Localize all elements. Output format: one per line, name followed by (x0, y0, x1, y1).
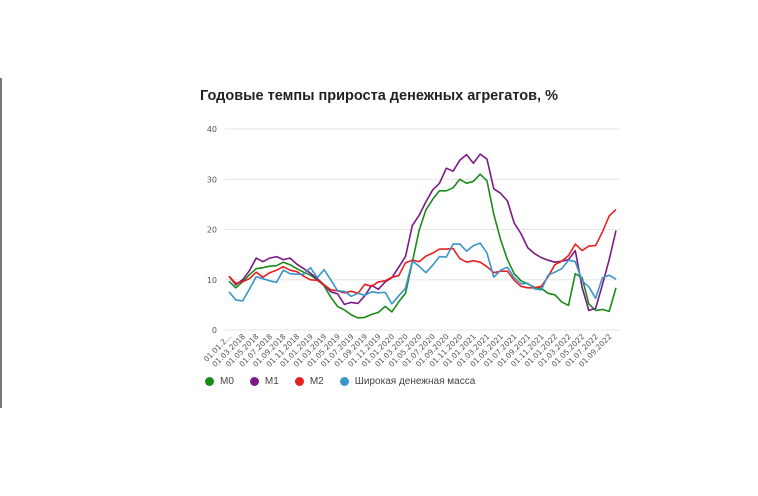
chart-title: Годовые темпы прироста денежных агрегато… (200, 88, 558, 104)
y-tick-label: 10 (207, 276, 217, 285)
legend-dot (339, 377, 349, 386)
legend-item-m0[interactable]: M0 (205, 376, 234, 387)
legend-dot (294, 377, 304, 386)
series-line-m0 (228, 173, 617, 319)
window-edge (0, 78, 2, 408)
legend-item-broad-money[interactable]: Широкая денежная масса (339, 376, 476, 387)
y-tick-label: 20 (207, 226, 217, 235)
legend-label: M1 (264, 376, 279, 387)
y-tick-label: 0 (212, 326, 217, 335)
legend-dot (205, 377, 214, 386)
series-line-m2 (228, 208, 617, 295)
legend-item-m2[interactable]: M2 (294, 376, 324, 387)
legend-label: M2 (309, 376, 324, 387)
legend-label: M0 (220, 376, 234, 387)
legend-dot (249, 377, 259, 386)
legend-label: Широкая денежная масса (354, 376, 476, 387)
y-tick-label: 30 (207, 175, 217, 184)
legend: M0 M1 M2 Широкая денежная масса (205, 376, 475, 387)
legend-item-m1[interactable]: M1 (249, 376, 279, 387)
series-line-широкая-денежная-масса (228, 242, 617, 305)
y-tick-label: 40 (207, 125, 217, 134)
series-line-m1 (228, 153, 617, 312)
